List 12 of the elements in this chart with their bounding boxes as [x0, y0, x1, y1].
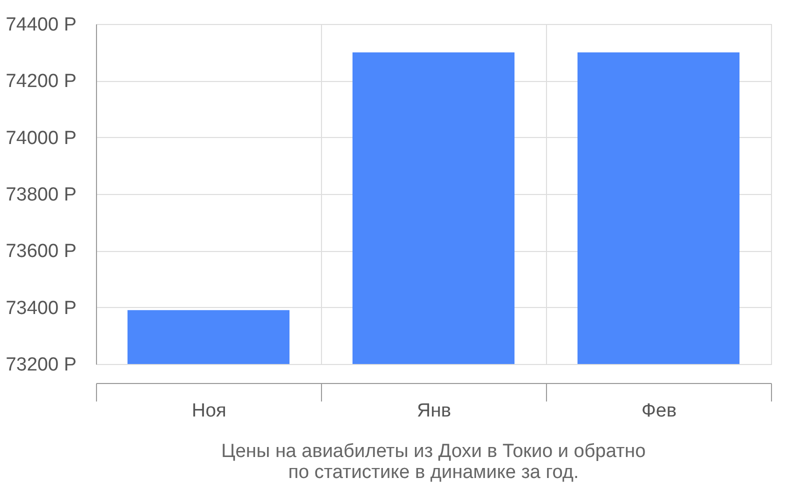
- text: по статистике в динамике за год.: [288, 462, 579, 483]
- x-tick-label: Ноя: [192, 400, 226, 422]
- x-tick-label: Янв: [416, 400, 452, 422]
- y-tick-label: 74400 Р: [6, 14, 76, 36]
- y-tick-label: 74200 Р: [6, 71, 76, 92]
- text: Цены на авиабилеты из Дохи в Токио и обратно: [221, 441, 646, 462]
- y-tick-label: 73200 Р: [6, 354, 76, 376]
- y-tick-label: 73600 Р: [6, 241, 76, 262]
- y-tick-label: 73800 Р: [6, 184, 76, 206]
- y-tick-label: 74000 Р: [6, 128, 76, 149]
- y-tick-label: 73400 Р: [6, 298, 76, 319]
- x-tick-label: Фев: [641, 400, 677, 422]
